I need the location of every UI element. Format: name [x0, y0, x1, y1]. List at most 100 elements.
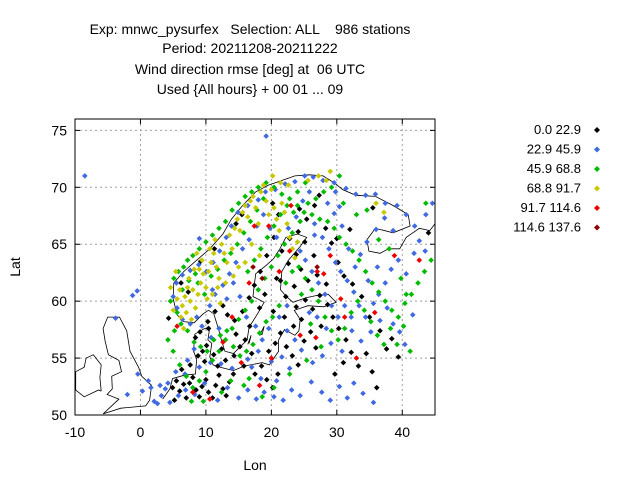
- station-point: [375, 236, 382, 243]
- station-point: [256, 382, 263, 389]
- station-point: [322, 225, 329, 232]
- station-point: [428, 257, 434, 263]
- station-point: [124, 391, 131, 398]
- station-point: [223, 392, 229, 399]
- station-point: [328, 184, 335, 191]
- station-point: [212, 308, 218, 315]
- station-point: [328, 240, 335, 246]
- station-point: [411, 250, 417, 257]
- station-point: [271, 393, 277, 400]
- station-point: [370, 300, 377, 307]
- station-point: [315, 173, 322, 179]
- station-point: [322, 291, 328, 298]
- station-point: [258, 375, 264, 382]
- station-point: [349, 248, 356, 254]
- station-point: [258, 189, 264, 195]
- station-point: [170, 307, 176, 314]
- station-point: [239, 308, 246, 315]
- station-point: [242, 193, 248, 200]
- grid-lines: [75, 119, 435, 415]
- station-point: [176, 388, 183, 394]
- station-point: [279, 200, 285, 207]
- station-point: [209, 286, 216, 293]
- station-point: [416, 238, 423, 244]
- station-point: [411, 223, 418, 229]
- station-point: [408, 291, 415, 298]
- station-point: [233, 331, 239, 337]
- station-point: [162, 386, 169, 392]
- station-point: [276, 268, 283, 275]
- station-point: [167, 399, 173, 406]
- legend-marker: [594, 127, 600, 133]
- station-point: [209, 232, 216, 238]
- station-point: [339, 348, 345, 355]
- station-point: [267, 225, 273, 232]
- station-point: [207, 396, 213, 402]
- station-point: [331, 225, 337, 232]
- station-point: [173, 280, 180, 286]
- station-point: [214, 363, 221, 369]
- station-point: [309, 268, 315, 275]
- station-points: [82, 133, 436, 407]
- station-point: [400, 323, 407, 329]
- station-point: [343, 241, 349, 248]
- station-point: [262, 291, 268, 298]
- station-point: [374, 264, 381, 270]
- station-point: [197, 280, 204, 286]
- station-point: [262, 189, 269, 195]
- station-point: [324, 218, 331, 225]
- station-point: [223, 234, 229, 241]
- station-point: [290, 209, 297, 216]
- station-point: [356, 302, 362, 309]
- station-point: [241, 363, 247, 369]
- station-point: [270, 308, 277, 315]
- station-point: [203, 342, 210, 349]
- station-point: [398, 275, 404, 282]
- station-point: [203, 284, 209, 291]
- station-point: [377, 317, 383, 324]
- legend-marker: [594, 224, 600, 231]
- station-point: [306, 309, 313, 316]
- station-point: [234, 241, 241, 248]
- station-point: [193, 250, 200, 257]
- station-point: [365, 277, 372, 284]
- station-point: [227, 378, 234, 384]
- station-point: [356, 257, 362, 263]
- station-point: [129, 292, 136, 299]
- station-point: [319, 234, 326, 241]
- station-point: [394, 341, 400, 348]
- station-point: [154, 400, 161, 407]
- station-point: [301, 239, 308, 245]
- station-point: [233, 220, 239, 227]
- x-tick-label: 10: [198, 424, 214, 440]
- station-point: [301, 173, 308, 179]
- station-point: [311, 220, 318, 227]
- station-point: [251, 223, 258, 229]
- station-point: [425, 230, 432, 236]
- station-point: [323, 281, 330, 287]
- station-point: [265, 223, 272, 229]
- station-point: [196, 266, 203, 273]
- station-point: [241, 230, 247, 236]
- station-point: [187, 298, 193, 304]
- y-tick-label: 65: [51, 236, 67, 252]
- station-point: [364, 207, 370, 213]
- station-point: [184, 284, 191, 291]
- station-point: [191, 391, 198, 398]
- station-point: [281, 314, 288, 320]
- station-point: [207, 245, 213, 252]
- station-point: [388, 266, 394, 273]
- station-point: [258, 245, 264, 252]
- station-point: [245, 268, 251, 275]
- station-point: [212, 236, 218, 243]
- station-point: [174, 305, 180, 311]
- station-point: [372, 191, 379, 197]
- station-point: [362, 268, 369, 275]
- station-point: [311, 252, 317, 259]
- station-point: [218, 346, 225, 352]
- station-point: [216, 248, 223, 254]
- station-point: [340, 200, 347, 207]
- station-point: [386, 245, 392, 252]
- station-point: [297, 332, 303, 339]
- station-point: [349, 327, 355, 334]
